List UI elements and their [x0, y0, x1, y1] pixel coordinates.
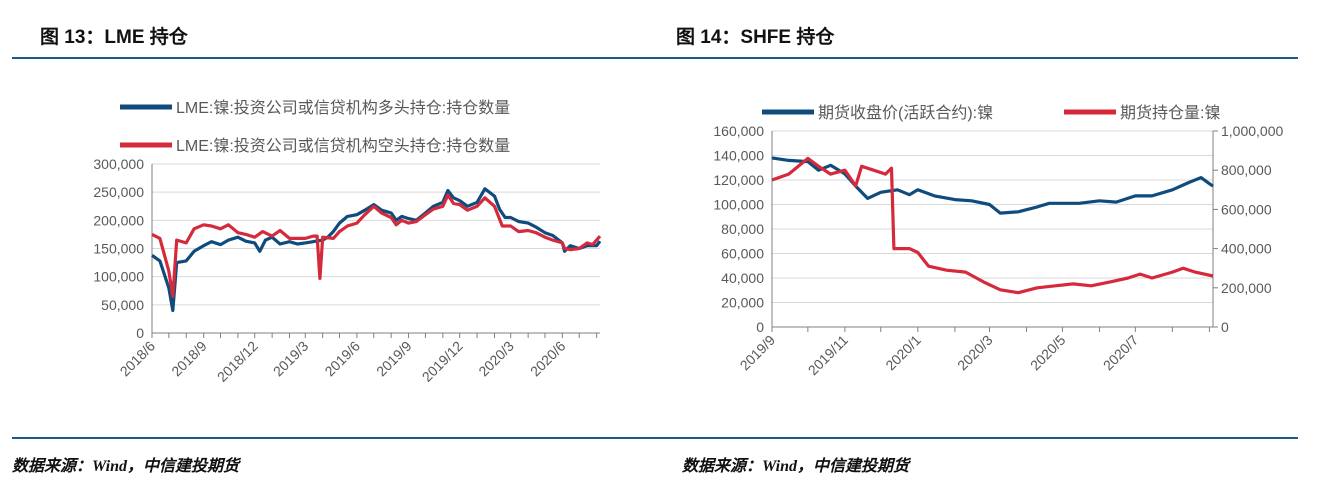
x-tick-label: 2019/3 — [270, 338, 312, 380]
x-tick-label: 2019/6 — [321, 338, 363, 380]
x-tick-label: 2020/7 — [1100, 332, 1142, 374]
y-tick-label: 160,000 — [713, 123, 764, 139]
x-tick-label: 2020/5 — [1027, 332, 1069, 374]
x-tick-label: 2019/11 — [805, 332, 852, 379]
y-tick-label: 40,000 — [721, 270, 764, 286]
y-tick-label: 250,000 — [93, 184, 144, 200]
legend-label: 期货持仓量:镍 — [1120, 104, 1220, 122]
series-line-1 — [771, 156, 1214, 215]
y2-tick-label: 0 — [1221, 319, 1229, 335]
y-tick-label: 100,000 — [93, 269, 144, 285]
y-tick-label: 140,000 — [713, 148, 764, 164]
x-tick-label: 2020/6 — [527, 338, 569, 380]
y-tick-label: 0 — [756, 319, 764, 335]
legend-label: LME:镍:投资公司或信贷机构多头持仓:持仓数量 — [176, 99, 510, 117]
x-tick-label: 2018/9 — [168, 338, 210, 380]
y-tick-label: 20,000 — [721, 295, 764, 311]
y2-tick-label: 1,000,000 — [1221, 123, 1283, 139]
y-tick-label: 80,000 — [721, 221, 764, 237]
bottom-divider — [12, 437, 1298, 439]
x-tick-label: 2019/12 — [419, 338, 466, 385]
x-tick-label: 2018/6 — [117, 338, 159, 380]
x-tick-label: 2020/3 — [475, 338, 517, 380]
left-figure-title: 图 13：LME 持仓 — [40, 27, 188, 48]
legend-label: 期货收盘价(活跃合约):镍 — [818, 103, 993, 122]
y2-tick-label: 800,000 — [1221, 162, 1272, 178]
y-tick-label: 300,000 — [93, 156, 144, 172]
left-source-note: 数据来源：Wind，中信建投期货 — [12, 458, 239, 475]
right-source-note: 数据来源：Wind，中信建投期货 — [682, 458, 909, 475]
y2-tick-label: 400,000 — [1221, 241, 1272, 257]
series-line-2 — [151, 193, 602, 298]
y2-tick-label: 600,000 — [1221, 201, 1272, 217]
series-line-2 — [771, 156, 1214, 295]
y-tick-label: 50,000 — [101, 297, 144, 313]
y-tick-label: 0 — [136, 325, 144, 341]
y-tick-label: 100,000 — [713, 197, 764, 213]
x-tick-label: 2020/3 — [954, 332, 996, 374]
x-tick-label: 2019/9 — [737, 332, 779, 374]
legend-label: LME:镍:投资公司或信贷机构空头持仓:持仓数量 — [176, 137, 510, 155]
x-tick-label: 2018/12 — [214, 338, 261, 385]
y-tick-label: 200,000 — [93, 212, 144, 228]
y-tick-label: 60,000 — [721, 246, 764, 262]
y2-tick-label: 200,000 — [1221, 280, 1272, 296]
x-tick-label: 2020/1 — [882, 332, 924, 374]
top-divider — [12, 57, 1298, 59]
right-figure-title: 图 14：SHFE 持仓 — [676, 27, 835, 48]
series-line-1 — [151, 187, 602, 313]
y-tick-label: 120,000 — [713, 172, 764, 188]
y-tick-label: 150,000 — [93, 241, 144, 257]
x-tick-label: 2019/9 — [373, 338, 415, 380]
